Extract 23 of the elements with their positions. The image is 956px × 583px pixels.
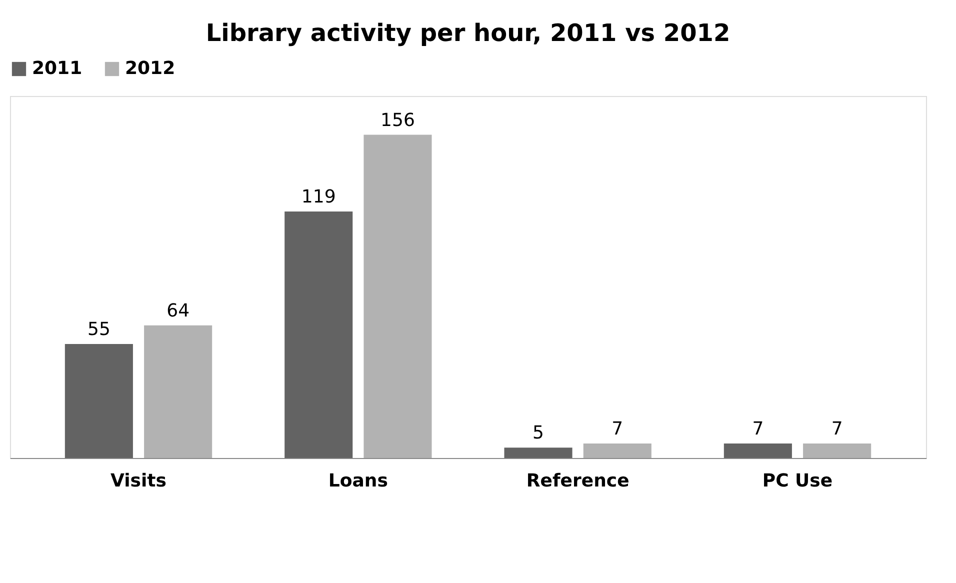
data-label: 7 [752,418,764,440]
data-label: 7 [831,418,843,440]
data-label: 55 [87,319,110,340]
chart-title: Library activity per hour, 2011 vs 2012 [206,19,730,47]
bar [803,443,872,458]
data-label: 5 [532,422,544,444]
data-label: 64 [166,300,190,322]
legend-label: 2012 [125,58,176,79]
x-tick-label: PC Use [762,470,833,492]
data-label: 119 [301,186,336,208]
x-tick-label: Loans [328,470,388,492]
bar [724,443,792,458]
data-label: 7 [612,418,624,440]
bar [583,443,652,458]
x-tick-label: Visits [110,470,167,492]
legend-label: 2011 [32,58,82,79]
bar [504,448,572,458]
bar [144,325,212,458]
x-tick-label: Reference [526,470,630,492]
bar [284,211,353,458]
bar [364,134,432,458]
bar [64,344,133,458]
data-label: 156 [380,110,415,131]
